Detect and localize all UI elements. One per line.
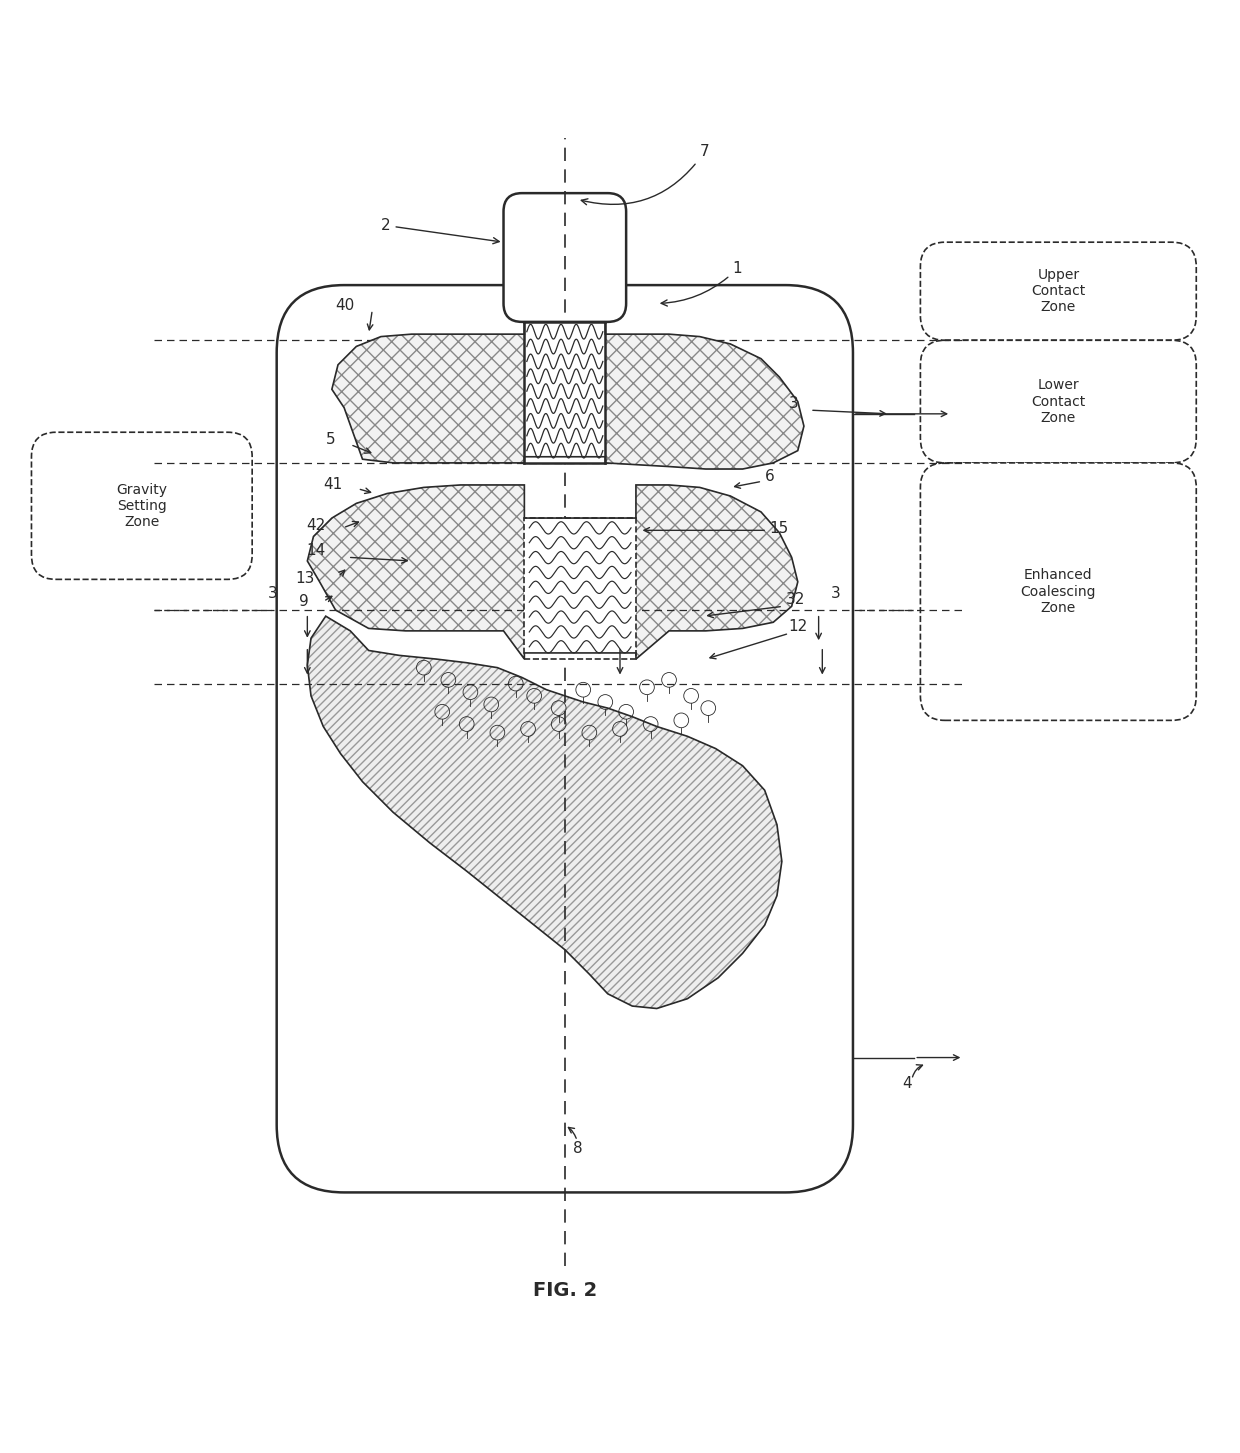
- Text: Upper
Contact
Zone: Upper Contact Zone: [1032, 267, 1085, 314]
- FancyBboxPatch shape: [31, 432, 252, 580]
- Text: 2: 2: [381, 218, 500, 244]
- Text: 41: 41: [324, 477, 342, 491]
- Text: Lower
Contact
Zone: Lower Contact Zone: [1032, 378, 1085, 424]
- Text: 3: 3: [831, 586, 841, 600]
- Bar: [525, 323, 605, 464]
- FancyBboxPatch shape: [920, 340, 1197, 464]
- Text: 1: 1: [661, 262, 743, 307]
- Text: 12: 12: [787, 619, 807, 634]
- Text: Enhanced
Coalescing
Zone: Enhanced Coalescing Zone: [1021, 568, 1096, 615]
- Text: 7: 7: [582, 144, 709, 205]
- Text: 14: 14: [306, 543, 325, 558]
- Text: 3: 3: [789, 395, 799, 411]
- Bar: [525, 519, 636, 660]
- Text: 3: 3: [268, 586, 278, 600]
- Text: 13: 13: [295, 571, 315, 586]
- Text: 6: 6: [765, 469, 775, 484]
- Text: 42: 42: [306, 519, 325, 533]
- Text: 32: 32: [785, 591, 805, 607]
- FancyBboxPatch shape: [277, 285, 853, 1193]
- Text: 8: 8: [573, 1141, 583, 1157]
- Polygon shape: [308, 485, 797, 660]
- Text: Gravity
Setting
Zone: Gravity Setting Zone: [117, 482, 167, 529]
- FancyBboxPatch shape: [503, 193, 626, 323]
- Text: 4: 4: [901, 1077, 911, 1091]
- Polygon shape: [332, 323, 804, 469]
- Text: FIG. 2: FIG. 2: [533, 1282, 596, 1300]
- FancyBboxPatch shape: [920, 464, 1197, 721]
- Text: 9: 9: [299, 594, 309, 609]
- Text: 5: 5: [326, 433, 335, 448]
- FancyBboxPatch shape: [920, 243, 1197, 340]
- Bar: [525, 519, 636, 660]
- Text: 15: 15: [770, 520, 789, 536]
- Polygon shape: [308, 616, 782, 1008]
- Text: 40: 40: [336, 298, 355, 312]
